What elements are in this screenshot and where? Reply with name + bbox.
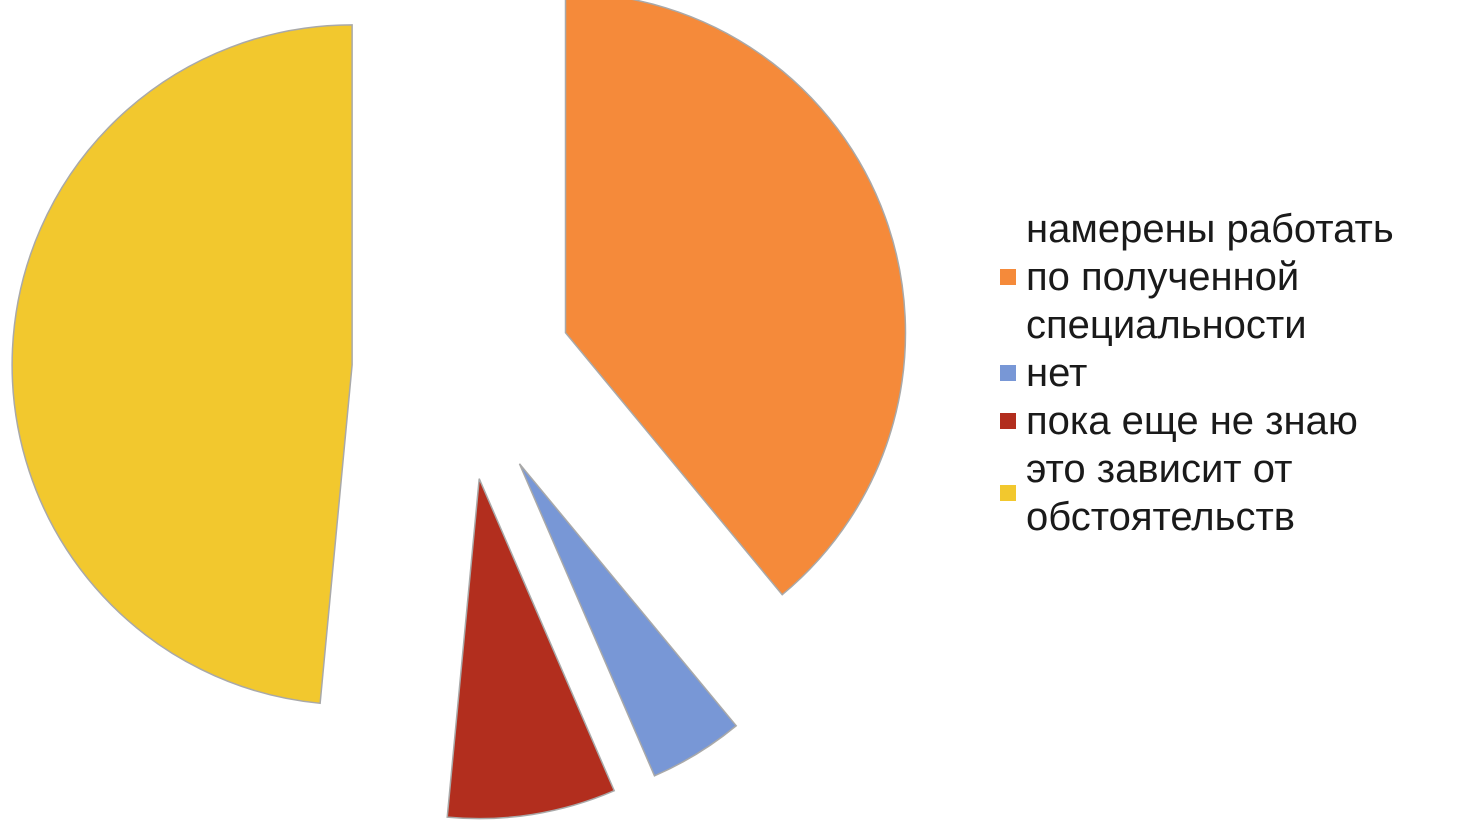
- legend-swatch-dont-know: [1000, 413, 1016, 429]
- legend-label-no: нет: [1026, 351, 1088, 395]
- legend-swatch-no: [1000, 365, 1016, 381]
- legend-label-depends: это зависит от обстоятельств: [1026, 447, 1296, 539]
- pie-chart: [11, 0, 907, 820]
- legend-swatch-work-by-specialty: [1000, 269, 1016, 285]
- pie-slice-depends: [11, 24, 353, 705]
- pie-slice-dont-know: [446, 478, 616, 820]
- legend-item-work-by-specialty: намерены работать по полученной специаль…: [1000, 205, 1468, 349]
- pie-slice-work-by-specialty: [564, 0, 907, 596]
- legend-swatch-depends: [1000, 485, 1016, 501]
- pie-chart-svg: [11, 0, 907, 820]
- pie-slice-no: [518, 463, 738, 777]
- legend-item-depends: это зависит от обстоятельств: [1000, 445, 1468, 541]
- chart-legend: намерены работать по полученной специаль…: [1000, 205, 1468, 541]
- legend-item-dont-know: пока еще не знаю: [1000, 397, 1468, 445]
- legend-label-dont-know: пока еще не знаю: [1026, 399, 1358, 443]
- legend-item-no: нет: [1000, 349, 1468, 397]
- legend-label-work-by-specialty: намерены работать по полученной специаль…: [1026, 207, 1394, 347]
